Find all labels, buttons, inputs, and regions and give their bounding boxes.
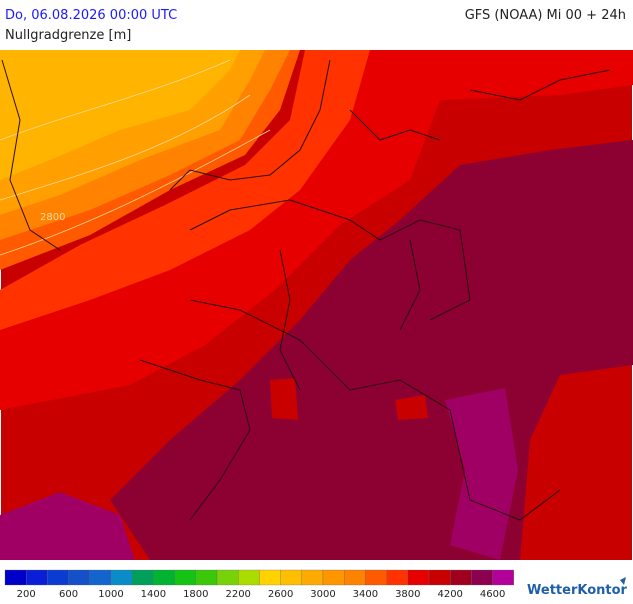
legend-swatch [344, 569, 366, 586]
legend-swatch [132, 569, 154, 586]
parameter: Nullgradgrenze [m] [5, 28, 131, 43]
logo: WetterKontor [527, 577, 628, 598]
legend-swatch [195, 569, 218, 586]
legend-swatch [259, 569, 281, 586]
legend-swatch [301, 569, 324, 586]
legend-swatch [450, 569, 472, 586]
legend-tick: 3800 [395, 589, 420, 600]
map: 2800 [0, 50, 633, 560]
legend-swatch [26, 569, 48, 586]
legend-tick: 1400 [141, 589, 166, 600]
legend-tick: 4200 [437, 589, 462, 600]
legend-swatch [280, 569, 302, 586]
date: Do, 06.08.2026 00:00 UTC [5, 8, 177, 23]
legend: 200 600 1000 1400 1800 2200 2600 3000 3400 3800 42… [4, 569, 514, 600]
legend-swatch [322, 569, 345, 586]
legend-swatch [153, 569, 175, 586]
legend-swatch [216, 569, 239, 586]
legend-swatch [407, 569, 430, 586]
legend-tick: 600 [59, 589, 78, 600]
legend-swatch [238, 569, 260, 586]
legend-swatch [4, 569, 27, 586]
legend-tick: 2200 [225, 589, 250, 600]
legend-swatch [47, 569, 69, 586]
legend-swatch [365, 569, 387, 586]
legend-swatch [68, 569, 90, 586]
legend-tick: 1800 [183, 589, 208, 600]
legend-swatch [89, 569, 112, 586]
legend-tick: 2600 [268, 589, 293, 600]
legend-swatch [110, 569, 133, 586]
legend-tick: 1000 [98, 589, 123, 600]
model: GFS (NOAA) Mi 00 + 24h [465, 8, 626, 23]
legend-swatch [492, 569, 514, 586]
logo-text: WetterKontor [527, 583, 628, 598]
legend-swatch [174, 569, 196, 586]
legend-tick: 3400 [353, 589, 378, 600]
legend-tick: 4600 [480, 589, 505, 600]
contour-label: 2800 [40, 212, 65, 223]
legend-swatch [428, 569, 451, 586]
legend-tick: 3000 [310, 589, 335, 600]
legend-swatch [471, 569, 493, 586]
legend-tick: 200 [17, 589, 36, 600]
legend-swatch [386, 569, 408, 586]
